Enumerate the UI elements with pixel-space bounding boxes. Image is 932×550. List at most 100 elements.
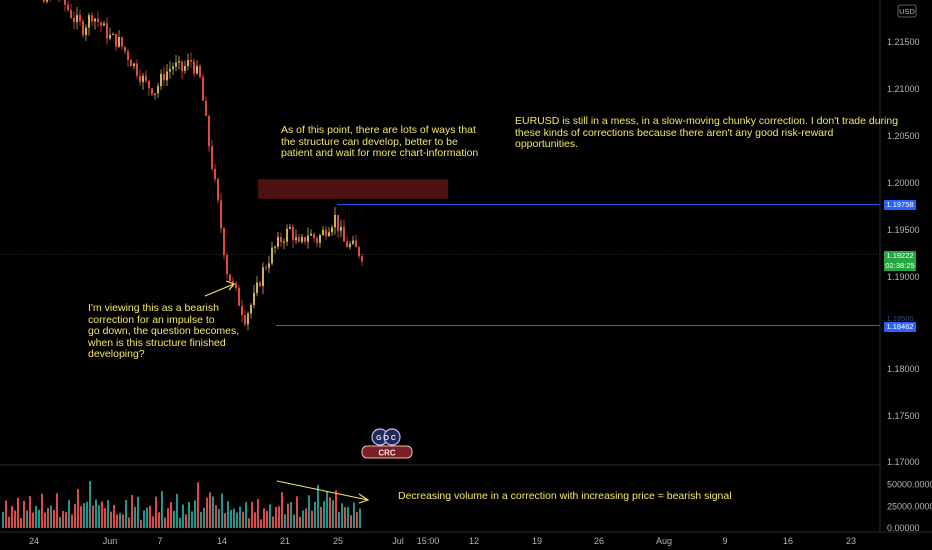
candle-body <box>256 282 258 293</box>
candle-body <box>181 61 183 71</box>
candle-body <box>292 227 294 241</box>
candle-body <box>295 237 297 241</box>
volume-bar <box>77 488 79 528</box>
volume-bar <box>221 493 223 528</box>
candle-body <box>325 229 327 237</box>
volume-bar <box>155 496 157 528</box>
time-tick-label: 25 <box>333 536 343 546</box>
price-tick-label: 1.20000 <box>887 178 920 188</box>
candle-body <box>235 282 237 289</box>
volume-bar <box>338 511 340 528</box>
volume-bar <box>269 504 271 528</box>
volume-bar <box>341 503 343 528</box>
volume-bar <box>275 507 277 528</box>
candle-body <box>199 65 201 77</box>
volume-bar <box>26 510 28 528</box>
candle-body <box>250 305 252 314</box>
volume-bar <box>92 505 94 528</box>
resistance-price-tag: 1.19758 <box>884 200 916 210</box>
volume-bar <box>197 482 199 528</box>
volume-bar <box>35 505 37 528</box>
current-price-value: 1.19222 <box>886 251 914 260</box>
volume-bar <box>74 503 76 528</box>
candle-body <box>97 18 99 23</box>
candle-body <box>310 233 312 236</box>
candle-body <box>118 37 120 47</box>
volume-bar <box>353 502 355 528</box>
currency-badge[interactable]: USD <box>899 7 915 16</box>
candle-body <box>157 86 159 94</box>
time-tick-label: 23 <box>846 536 856 546</box>
volume-bar <box>53 509 55 528</box>
candle-body <box>169 69 171 72</box>
volume-bar <box>227 501 229 528</box>
note-decreasing-volume: Decreasing volume in a correction with i… <box>398 490 732 502</box>
volume-bar <box>218 509 220 528</box>
candle-body <box>184 66 186 71</box>
volume-bar <box>233 508 235 528</box>
volume-bar <box>167 508 169 528</box>
candle-body <box>241 305 243 316</box>
candle-body <box>109 34 111 39</box>
candle-body <box>268 263 270 268</box>
candle-body <box>361 256 363 262</box>
volume-bar <box>11 505 13 528</box>
volume-tick-label: 0.00000 <box>887 523 920 533</box>
time-axis-ticks: 24 Jun 7 14 21 25 Jul 15:00 12 19 26 Aug 9 16 23 <box>29 536 856 546</box>
candle-body <box>289 227 291 229</box>
volume-bar <box>164 517 166 528</box>
volume-bar <box>149 505 151 528</box>
candle-body <box>331 227 333 233</box>
watermark-logo: G O C CRC <box>358 426 416 464</box>
volume-bar <box>98 505 100 528</box>
time-tick-label: Aug <box>656 536 672 546</box>
candle-body <box>265 267 267 269</box>
volume-bar <box>140 519 142 528</box>
price-tick-label: 1.18000 <box>887 364 920 374</box>
volume-bar <box>188 501 190 528</box>
volume-bar <box>146 507 148 528</box>
candle-body <box>262 267 264 287</box>
candle-body <box>145 75 147 81</box>
volume-bar <box>71 514 73 528</box>
candle-body <box>103 23 105 26</box>
volume-bar <box>44 512 46 528</box>
volume-bar <box>80 506 82 528</box>
candle-body <box>136 63 138 76</box>
candle-body <box>154 93 156 95</box>
volume-bar <box>200 512 202 528</box>
candle-body <box>286 228 288 242</box>
volume-bar <box>113 504 115 528</box>
volume-bar <box>356 512 358 528</box>
price-tick-label: 1.21000 <box>887 84 920 94</box>
volume-bar <box>5 500 7 528</box>
volume-bar <box>59 516 61 528</box>
volume-bar <box>131 495 133 528</box>
candle-body <box>112 33 114 35</box>
candle-body <box>247 313 249 325</box>
volume-bar <box>20 518 22 528</box>
volume-axis-ticks: 50000.00000 25000.00000 0.00000 <box>887 480 932 533</box>
candle-body <box>187 60 189 67</box>
currency-badge-box[interactable] <box>897 4 917 18</box>
candle-body <box>88 15 90 28</box>
candle-body <box>121 37 123 47</box>
volume-bar <box>152 516 154 528</box>
volume-bar <box>23 500 25 528</box>
time-tick-label: 21 <box>280 536 290 546</box>
candle-body <box>208 116 210 147</box>
candle-body <box>304 236 306 242</box>
volume-bar <box>359 508 361 528</box>
volume-bar <box>38 509 40 528</box>
time-tick-label: 16 <box>783 536 793 546</box>
volume-tick-label: 50000.00000 <box>887 480 932 490</box>
volume-bar <box>251 501 253 528</box>
volume-bar <box>254 512 256 528</box>
candle-body <box>43 0 45 2</box>
volume-bar <box>215 505 217 528</box>
price-candles <box>43 0 363 331</box>
candle-body <box>202 76 204 101</box>
support-price-tag: 1.18462 <box>884 322 916 332</box>
volume-bar <box>173 511 175 528</box>
volume-bar <box>14 510 16 528</box>
